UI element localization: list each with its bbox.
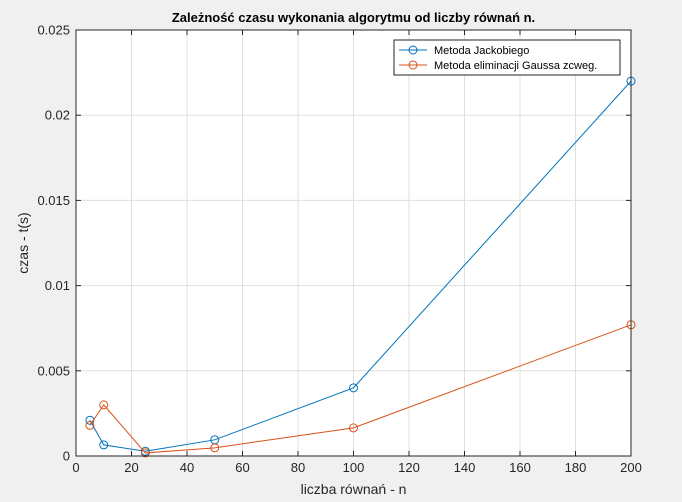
legend-label: Metoda eliminacji Gaussa zcweg. bbox=[434, 60, 597, 72]
x-tick-label: 0 bbox=[72, 460, 79, 475]
series-layer bbox=[85, 76, 636, 458]
y-tick-label: 0.005 bbox=[37, 363, 70, 378]
x-tick-label: 80 bbox=[291, 460, 305, 475]
y-tick-label: 0 bbox=[63, 449, 70, 464]
data-point bbox=[349, 423, 358, 433]
y-tick-label: 0.01 bbox=[45, 278, 70, 293]
x-tick-label: 40 bbox=[180, 460, 194, 475]
legend-label: Metoda Jackobiego bbox=[434, 45, 529, 57]
x-tick-label: 100 bbox=[343, 460, 365, 475]
data-point bbox=[85, 420, 95, 430]
data-point bbox=[349, 383, 358, 393]
ticks: 0 20 40 60 80 100 120 140 160 180 200 0 0.005 0.01 0.0… bbox=[37, 23, 641, 476]
data-point bbox=[210, 443, 220, 453]
x-tick-label: 120 bbox=[398, 460, 420, 475]
y-tick-label: 0.025 bbox=[37, 23, 70, 38]
x-tick-label: 160 bbox=[509, 460, 531, 475]
x-axis-label: liczba równań - n bbox=[301, 481, 407, 497]
x-tick-label: 200 bbox=[620, 460, 642, 475]
legend-box bbox=[393, 39, 621, 76]
x-tick-label: 20 bbox=[124, 460, 138, 475]
series-line bbox=[89, 80, 632, 452]
legend: Metoda Jackobiego Metoda eliminacji Gauss… bbox=[393, 39, 621, 76]
data-point bbox=[99, 400, 109, 410]
x-tick-label: 180 bbox=[565, 460, 587, 475]
x-tick-label: 140 bbox=[454, 460, 476, 475]
data-point bbox=[140, 448, 150, 458]
y-axis-label: czas - t(s) bbox=[15, 212, 31, 273]
data-point bbox=[99, 440, 109, 450]
x-tick-label: 60 bbox=[235, 460, 249, 475]
y-tick-label: 0.02 bbox=[45, 108, 70, 123]
y-tick-label: 0.015 bbox=[37, 193, 70, 208]
chart-title: Zależność czasu wykonania algorytmu od l… bbox=[172, 10, 535, 25]
legend-marker bbox=[408, 60, 418, 70]
legend-marker bbox=[408, 45, 418, 55]
